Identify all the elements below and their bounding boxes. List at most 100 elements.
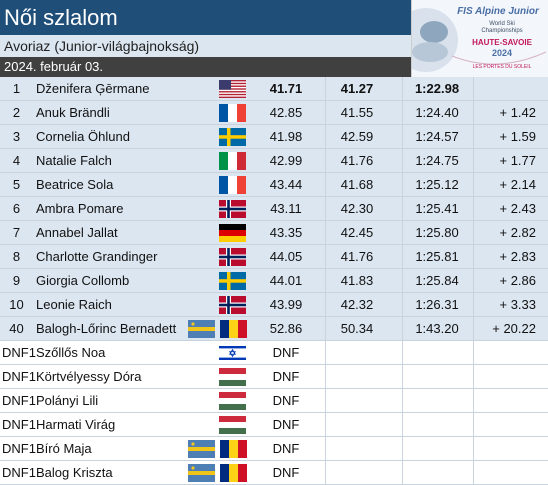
championship-logo: FIS Alpine Junior World Ski Championship…: [411, 0, 548, 77]
column-divider: [325, 341, 326, 364]
run2-time: 42.32: [340, 297, 374, 312]
column-divider: [473, 125, 474, 148]
rank-cell: DNF1: [2, 369, 36, 384]
run1-time: 44.05: [269, 249, 303, 264]
hungary-flag-icon: [219, 416, 246, 434]
column-divider: [473, 389, 474, 412]
time-difference: [473, 413, 536, 436]
israel-flag-icon: [219, 344, 246, 362]
column-divider: [473, 437, 474, 460]
rank-cell: 5: [12, 177, 21, 192]
norway-flag-icon: [219, 296, 246, 314]
table-row: 10 Leonie Raich 43.99 42.32 1:26.31 + 3.33: [0, 293, 548, 317]
rank-cell: DNF1: [2, 441, 36, 456]
run2-time: 41.68: [340, 177, 374, 192]
column-divider: [402, 461, 403, 484]
table-row: 6 Ambra Pomare 43.11 42.30 1:25.41 + 2.43: [0, 197, 548, 221]
column-divider: [325, 317, 326, 340]
time-difference: [473, 77, 536, 100]
column-divider: [402, 389, 403, 412]
athlete-name: Dženifera Ģērmane: [36, 81, 150, 96]
time-difference: [473, 461, 536, 484]
run2-time: [326, 413, 388, 436]
column-divider: [325, 245, 326, 268]
run1-time: 43.11: [270, 201, 302, 216]
norway-flag-icon: [219, 200, 246, 218]
table-row: 4 Natalie Falch 42.99 41.76 1:24.75 + 1.77: [0, 149, 548, 173]
romania-flag-icon: [220, 320, 247, 338]
column-divider: [473, 173, 474, 196]
total-time: 1:25.80: [415, 225, 459, 240]
run1-time: DNF: [272, 369, 300, 384]
athlete-name: Annabel Jallat: [36, 225, 118, 240]
run1-time: DNF: [272, 345, 300, 360]
rank-cell: 40: [9, 321, 24, 336]
athlete-name: Natalie Falch: [36, 153, 112, 168]
column-divider: [473, 197, 474, 220]
table-row: DNF1 Bíró Maja DNF: [0, 437, 548, 461]
logo-line5: 2024: [492, 48, 512, 58]
total-time: 1:25.81: [415, 249, 459, 264]
column-divider: [325, 269, 326, 292]
column-divider: [402, 317, 403, 340]
athlete-name: Anuk Brändli: [36, 105, 110, 120]
total-time: 1:25.41: [415, 201, 459, 216]
run2-time: 41.55: [340, 105, 374, 120]
athlete-name: Bíró Maja: [36, 441, 92, 456]
column-divider: [473, 269, 474, 292]
norway-flag-icon: [219, 248, 246, 266]
rank-cell: 7: [12, 225, 21, 240]
athlete-name: Balog Kriszta: [36, 465, 113, 480]
logo-line4: HAUTE-SAVOIE: [472, 38, 533, 47]
run2-time: [326, 437, 388, 460]
column-divider: [402, 173, 403, 196]
run1-time: 44.01: [269, 273, 303, 288]
run1-time: DNF: [272, 393, 300, 408]
results-table: 1 Dženifera Ģērmane 41.71 41.27 1:22.98 2 Anuk…: [0, 77, 548, 485]
athlete-name: Körtvélyessy Dóra: [36, 369, 142, 384]
total-time: [402, 461, 472, 484]
column-divider: [325, 389, 326, 412]
table-row: 40 Balogh-Lőrinc Bernadett 52.86 50.34 1:43.…: [0, 317, 548, 341]
france-flag-icon: [219, 104, 246, 122]
run2-time: 41.76: [340, 153, 374, 168]
hungary-flag-icon: [219, 368, 246, 386]
romania-flag-icon: [220, 464, 247, 482]
time-difference: + 1.77: [499, 153, 536, 168]
szekely-flag-icon: [188, 440, 215, 458]
run2-time: 50.34: [340, 321, 374, 336]
column-divider: [402, 365, 403, 388]
table-row: DNF1 Harmati Virág DNF: [0, 413, 548, 437]
column-divider: [473, 221, 474, 244]
time-difference: + 20.22: [492, 321, 536, 336]
run1-time: DNF: [272, 417, 300, 432]
table-row: 2 Anuk Brändli 42.85 41.55 1:24.40 + 1.42: [0, 101, 548, 125]
column-divider: [473, 245, 474, 268]
total-time: 1:24.57: [415, 129, 459, 144]
rank-cell: 6: [12, 201, 21, 216]
column-divider: [473, 413, 474, 436]
athlete-name: Harmati Virág: [36, 417, 116, 432]
time-difference: [473, 365, 536, 388]
run2-time: [326, 365, 388, 388]
column-divider: [473, 149, 474, 172]
athlete-name: Leonie Raich: [36, 297, 112, 312]
athlete-name: Cornelia Öhlund: [36, 129, 130, 144]
column-divider: [325, 125, 326, 148]
column-divider: [402, 269, 403, 292]
athlete-name: Szőllős Noa: [36, 345, 106, 360]
table-row: DNF1 Szőllős Noa DNF: [0, 341, 548, 365]
column-divider: [402, 245, 403, 268]
athlete-name: Balogh-Lőrinc Bernadett: [36, 321, 177, 336]
total-time: [402, 437, 472, 460]
time-difference: + 2.43: [499, 201, 536, 216]
total-time: 1:25.84: [415, 273, 459, 288]
logo-line1: FIS Alpine Junior: [457, 6, 540, 17]
table-row: 9 Giorgia Collomb 44.01 41.83 1:25.84 + 2.86: [0, 269, 548, 293]
total-time: 1:24.75: [415, 153, 459, 168]
rank-cell: 1: [12, 81, 21, 96]
run1-time: 52.86: [269, 321, 303, 336]
rank-cell: DNF1: [2, 417, 36, 432]
france-flag-icon: [219, 176, 246, 194]
rank-cell: DNF1: [2, 393, 36, 408]
